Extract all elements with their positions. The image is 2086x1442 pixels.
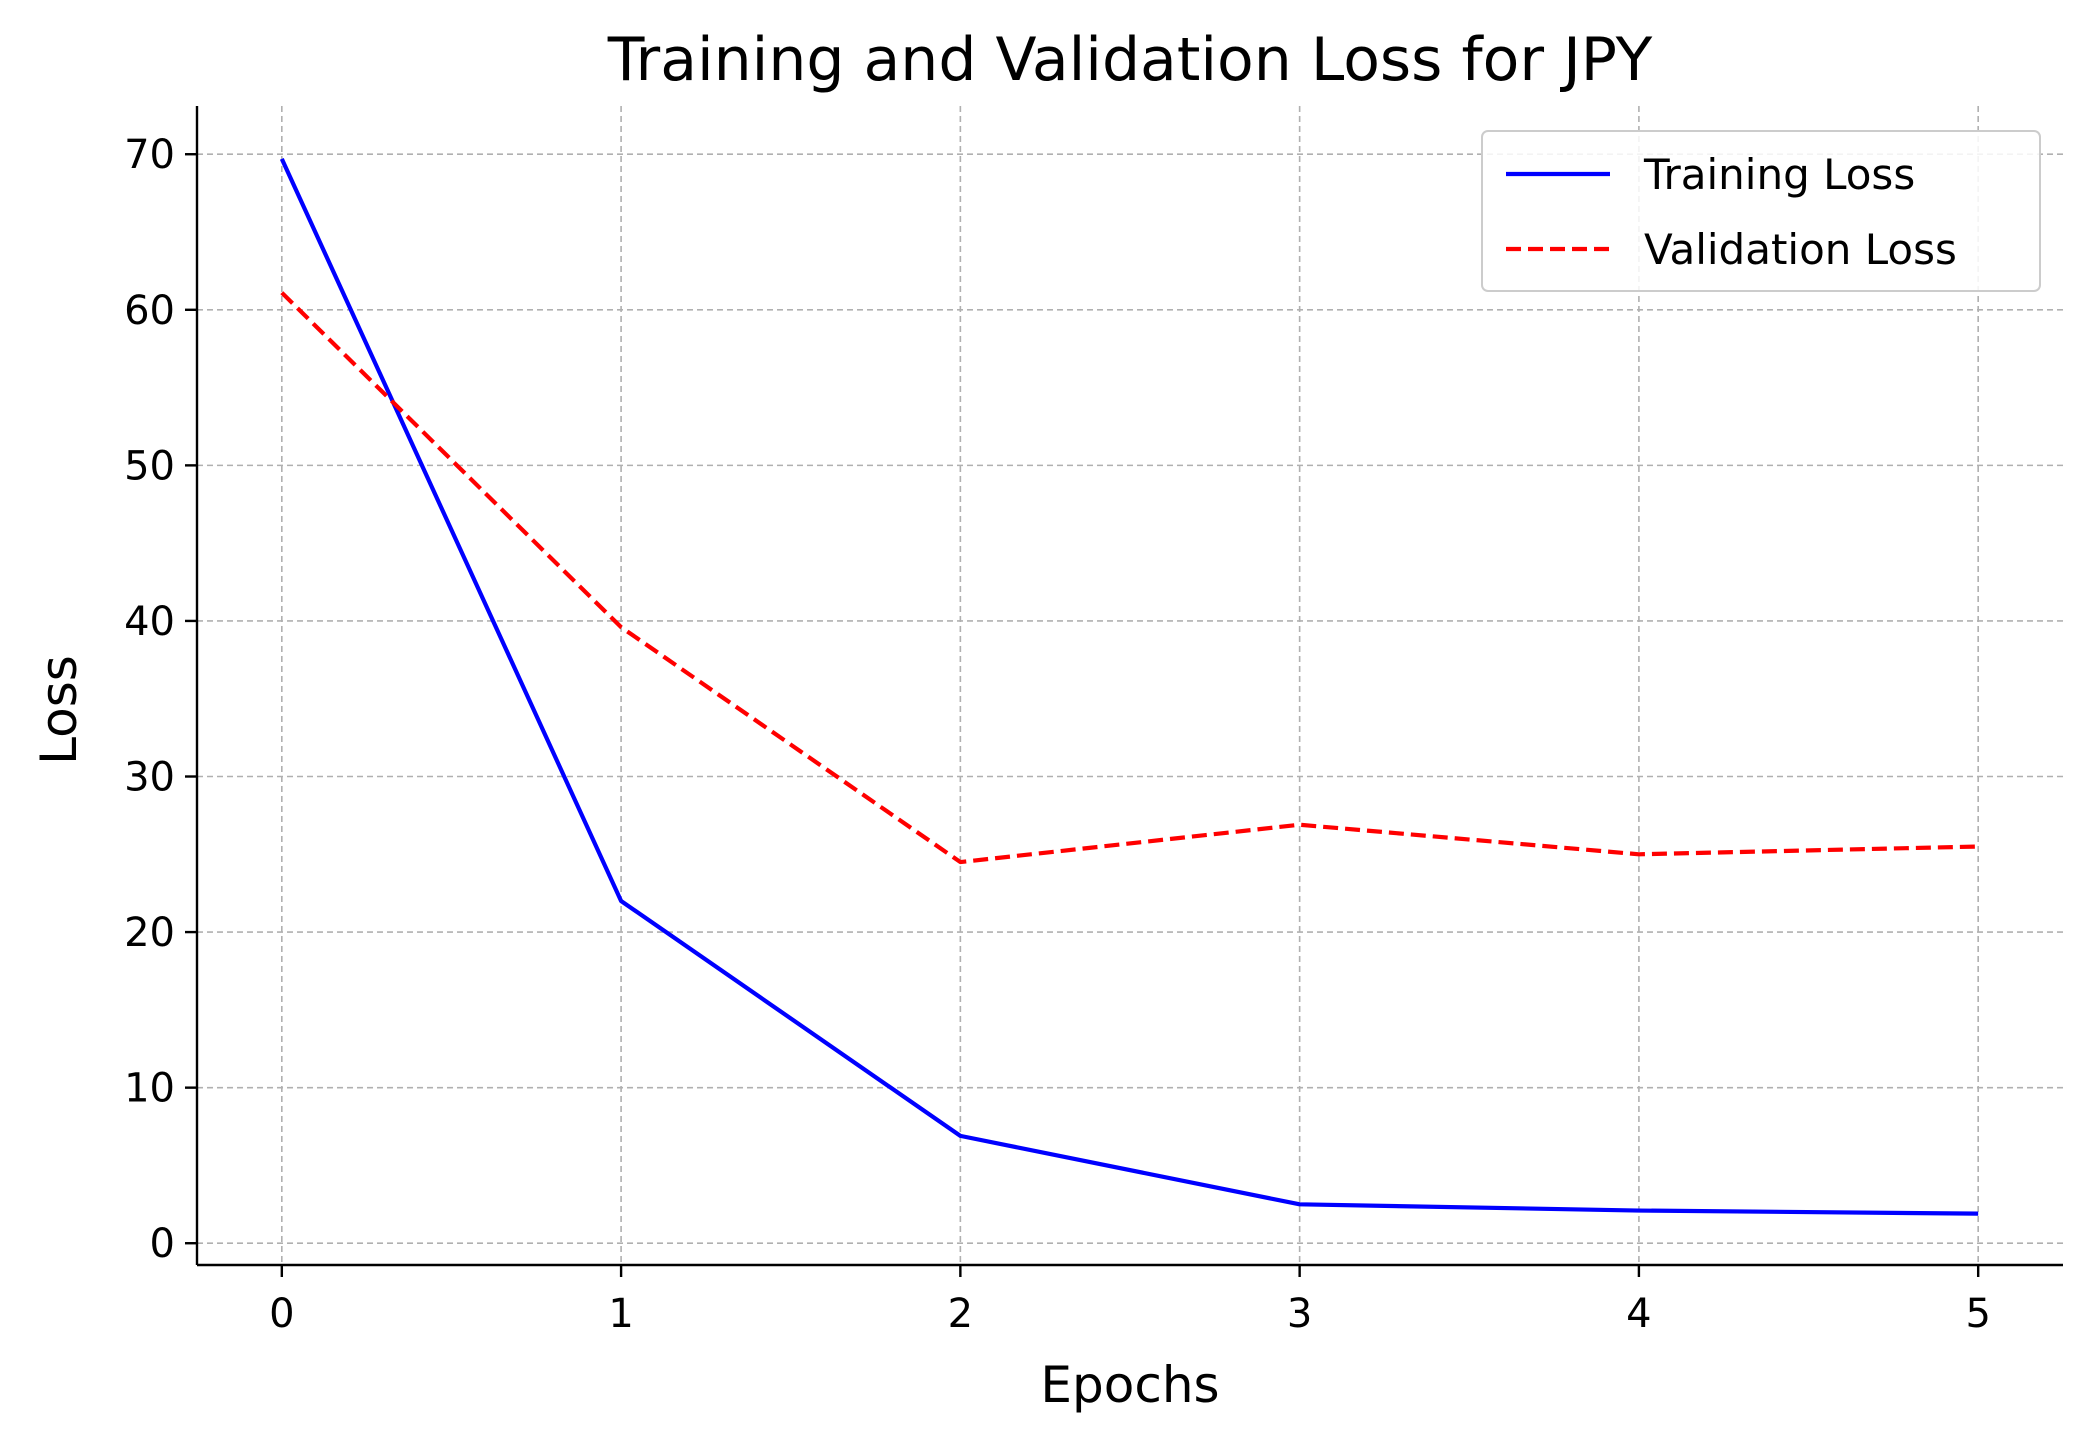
y-axis-label: Loss [30,655,88,765]
y-tick-label: 40 [124,599,175,645]
legend-frame [1481,130,2041,292]
x-tick-label: 5 [1965,1291,1990,1337]
series-line-training-loss [279,158,1979,1216]
chart-title: Training and Validation Loss for JPY [607,25,1653,95]
y-tick-label: 0 [150,1221,175,1267]
x-tick-label: 3 [1287,1291,1312,1337]
y-tick-label: 70 [124,132,175,178]
series-line-validation-loss [280,291,1979,865]
x-tick-label: 0 [269,1291,294,1337]
x-tick-label: 4 [1626,1291,1651,1337]
x-axis-label: Epochs [1040,1356,1219,1414]
axes [185,106,2063,1277]
y-tick-label: 10 [124,1066,175,1112]
x-tick-label: 2 [948,1291,973,1337]
series-lines [279,158,1979,1216]
legend-label: Training Loss [1643,150,1915,199]
grid-lines [197,106,2063,1265]
y-tick-label: 20 [124,910,175,956]
x-tick-label: 1 [608,1291,633,1337]
y-tick-label: 50 [124,443,175,489]
y-tick-label: 30 [124,755,175,801]
legend: Training Loss Validation Loss [1481,130,2041,292]
y-tick-label: 60 [124,288,175,334]
legend-label: Validation Loss [1644,225,1957,274]
